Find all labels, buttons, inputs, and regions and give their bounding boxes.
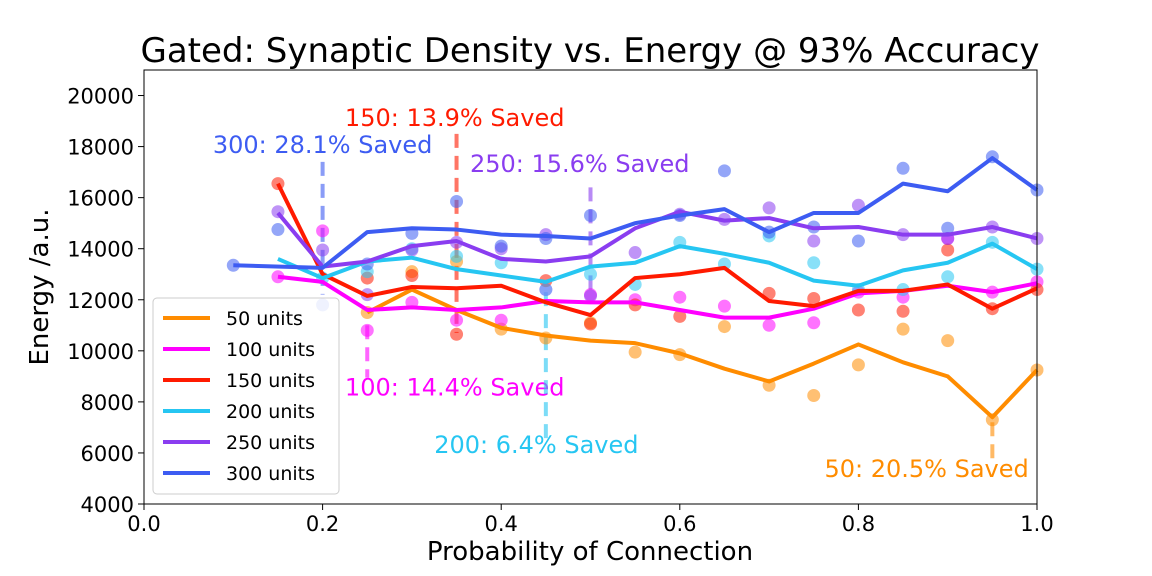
y-tick-label: 8000	[81, 391, 134, 415]
data-point	[851, 358, 865, 372]
y-tick-label: 16000	[67, 187, 134, 211]
data-point	[673, 309, 687, 323]
legend-label: 100 units	[226, 339, 315, 361]
data-point	[405, 269, 419, 283]
annotation-label: 300: 28.1% Saved	[213, 131, 433, 159]
series-lines-layer	[233, 156, 1039, 420]
data-point	[807, 291, 821, 305]
data-point	[316, 224, 330, 238]
data-point	[851, 303, 865, 317]
x-tick-label: 0.8	[842, 512, 875, 536]
data-point	[628, 345, 642, 359]
y-tick-label: 20000	[67, 85, 134, 109]
data-point	[584, 317, 597, 331]
legend-label: 200 units	[226, 401, 315, 423]
x-axis-ticks: 0.0 0.2 0.4 0.6 0.8 1.0	[127, 504, 1054, 536]
annotation-label: 100: 14.4% Saved	[345, 374, 565, 402]
x-tick-label: 1.0	[1020, 512, 1053, 536]
data-point	[628, 246, 642, 260]
y-axis-label: Energy /a.u.	[25, 209, 55, 366]
legend-label: 50 units	[226, 308, 303, 330]
data-point	[584, 209, 597, 223]
data-point	[807, 316, 821, 330]
data-point	[762, 318, 776, 332]
data-point	[584, 267, 597, 281]
data-point	[405, 295, 419, 309]
y-axis-ticks: 4000 6000 8000 10000 12000 14000 16000 18000 200…	[67, 85, 144, 517]
series-line	[366, 287, 1039, 420]
y-tick-label: 14000	[67, 238, 134, 262]
data-point	[360, 323, 374, 337]
data-point	[584, 289, 597, 303]
data-point	[941, 270, 955, 284]
y-tick-label: 12000	[67, 289, 134, 313]
y-tick-label: 18000	[67, 136, 134, 160]
data-point	[450, 194, 464, 208]
data-point	[807, 234, 821, 248]
annotation-label: 200: 6.4% Saved	[434, 431, 638, 459]
legend-label: 250 units	[226, 432, 315, 454]
legend-label: 150 units	[226, 370, 315, 392]
y-tick-label: 10000	[67, 340, 134, 364]
x-tick-label: 0.2	[306, 512, 339, 536]
legend-label: 300 units	[226, 463, 315, 485]
series-line	[277, 274, 1038, 320]
data-point	[896, 304, 910, 318]
data-point	[807, 389, 821, 402]
data-point	[896, 161, 910, 175]
data-point	[450, 249, 464, 263]
x-tick-label: 0.4	[484, 512, 517, 536]
data-point	[896, 322, 910, 336]
y-tick-label: 6000	[81, 442, 134, 466]
chart-title: Gated: Synaptic Density vs. Energy @ 93%…	[141, 31, 1040, 71]
data-point	[941, 334, 955, 348]
series-line	[276, 182, 1038, 318]
data-point	[717, 299, 731, 313]
data-point	[494, 239, 508, 253]
annotation-label: 150: 13.9% Saved	[345, 104, 565, 132]
x-tick-label: 0.0	[127, 512, 160, 536]
plot-frame	[143, 69, 1038, 505]
data-point	[941, 243, 955, 257]
data-point	[494, 313, 508, 327]
x-tick-label: 0.6	[663, 512, 696, 536]
data-point	[762, 201, 776, 215]
annotation-label: 250: 15.6% Saved	[470, 150, 690, 178]
data-point	[717, 164, 731, 178]
data-point	[673, 290, 687, 304]
data-point	[539, 283, 553, 297]
annotation-label: 50: 20.5% Saved	[824, 455, 1028, 483]
data-point	[271, 223, 285, 237]
data-point	[807, 256, 821, 270]
data-point	[316, 243, 330, 257]
data-point	[941, 221, 955, 235]
legend: 50 units 100 units 150 units 200 units 250 u…	[152, 297, 340, 495]
data-point	[717, 320, 731, 334]
data-point	[851, 234, 865, 248]
series-line	[277, 241, 1038, 288]
data-point	[450, 327, 464, 341]
y-tick-label: 4000	[81, 493, 134, 517]
series-line	[233, 156, 1039, 270]
x-axis-label: Probability of Connection	[427, 537, 753, 567]
data-point	[450, 313, 464, 327]
